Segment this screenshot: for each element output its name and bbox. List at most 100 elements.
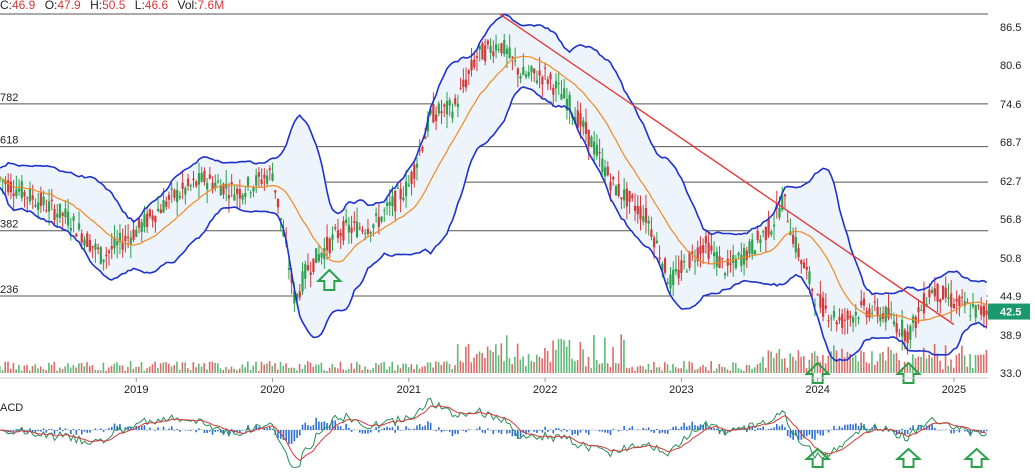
- volume-bar: [86, 362, 88, 373]
- candle-body: [146, 214, 148, 227]
- volume-bar: [953, 368, 955, 373]
- volume-bar: [615, 363, 617, 373]
- volume-bar: [244, 367, 246, 373]
- candle-body: [48, 201, 50, 211]
- volume-bar: [683, 361, 685, 373]
- candle-body: [187, 179, 189, 186]
- candle-body: [135, 230, 137, 237]
- volume-bar: [958, 353, 960, 373]
- volume-bar: [620, 334, 622, 373]
- macd-histogram-bar: [637, 429, 639, 430]
- candle-body: [225, 184, 227, 189]
- volume-bar: [321, 363, 323, 373]
- volume-bar: [209, 362, 211, 373]
- volume-bar: [814, 351, 816, 373]
- candle-body: [487, 41, 489, 45]
- y-tick-label: 74.6: [1000, 99, 1021, 111]
- volume-bar: [367, 369, 369, 373]
- x-tick-label: 2022: [533, 384, 557, 396]
- volume-bar: [133, 369, 135, 373]
- volume-bar: [92, 365, 94, 373]
- candle-body: [43, 197, 45, 205]
- macd-histogram-bar: [716, 429, 718, 430]
- candle-body: [122, 242, 124, 250]
- x-tick-label: 2019: [124, 384, 148, 396]
- candle-body: [416, 164, 418, 168]
- volume-bar: [171, 366, 173, 373]
- candle-body: [664, 258, 666, 272]
- candle-body: [481, 43, 483, 59]
- candle-body: [593, 142, 595, 154]
- volume-bar: [165, 362, 167, 373]
- volume-bar: [231, 367, 233, 373]
- volume-bar: [451, 369, 453, 373]
- macd-histogram-bar: [149, 428, 151, 430]
- macd-histogram-bar: [528, 430, 530, 432]
- candle-body: [124, 236, 126, 241]
- volume-bar: [337, 368, 339, 373]
- macd-histogram-bar: [762, 427, 764, 430]
- fib-label: 618: [0, 135, 18, 147]
- candle-body: [173, 190, 175, 198]
- macd-histogram-bar: [828, 430, 830, 432]
- volume-bar: [277, 370, 279, 373]
- macd-histogram-bar: [839, 426, 841, 430]
- candle-body: [792, 235, 794, 244]
- volume-bar: [299, 364, 301, 373]
- candle-body: [435, 115, 437, 121]
- candle-body: [18, 189, 20, 192]
- candle-body: [956, 299, 958, 302]
- candle-body: [631, 195, 633, 198]
- candle-body: [274, 190, 276, 192]
- volume-bar: [203, 363, 205, 373]
- candle-body: [653, 238, 655, 248]
- volume-bar: [78, 363, 80, 373]
- volume-bar: [13, 363, 15, 373]
- candle-body: [727, 259, 729, 266]
- candle-body: [708, 243, 710, 259]
- volume-bar: [233, 369, 235, 373]
- candle-body: [588, 130, 590, 147]
- macd-histogram-bar: [313, 425, 315, 430]
- volume-bar: [421, 367, 423, 373]
- macd-histogram-bar: [443, 430, 445, 431]
- volume-bar: [781, 359, 783, 373]
- macd-histogram-bar: [288, 430, 290, 444]
- macd-histogram-bar: [359, 430, 361, 433]
- candle-body: [759, 239, 761, 243]
- candle-body: [201, 173, 203, 182]
- volume-bar: [694, 370, 696, 373]
- candle-body: [817, 294, 819, 295]
- volume-bar: [928, 355, 930, 373]
- candle-body: [868, 308, 870, 317]
- volume-bar: [528, 354, 530, 373]
- candle-body: [947, 297, 949, 299]
- macd-histogram-bar: [411, 429, 413, 430]
- macd-histogram-bar: [76, 430, 78, 435]
- candle-body: [819, 294, 821, 308]
- volume-bar: [571, 359, 573, 373]
- volume-bar: [471, 362, 473, 373]
- volume-bar: [724, 367, 726, 373]
- macd-histogram-bar: [446, 430, 448, 431]
- volume-bar: [113, 364, 115, 373]
- volume-bar: [258, 371, 260, 373]
- candle-body: [729, 263, 731, 265]
- candle-body: [247, 177, 249, 186]
- candle-body: [969, 316, 971, 317]
- volume-bar: [956, 355, 958, 373]
- macd-signal-arrow: [966, 449, 988, 467]
- macd-histogram-bar: [362, 430, 364, 434]
- macd-histogram-bar: [413, 429, 415, 430]
- candle-body: [29, 188, 31, 201]
- last-price-tag: 42.5: [988, 304, 1030, 320]
- macd-histogram-bar: [100, 429, 102, 430]
- macd-histogram-bar: [686, 427, 688, 430]
- candle-body: [803, 263, 805, 269]
- candle-body: [184, 188, 186, 194]
- candle-body: [468, 70, 470, 73]
- candle-body: [797, 248, 799, 257]
- candle-body: [778, 208, 780, 217]
